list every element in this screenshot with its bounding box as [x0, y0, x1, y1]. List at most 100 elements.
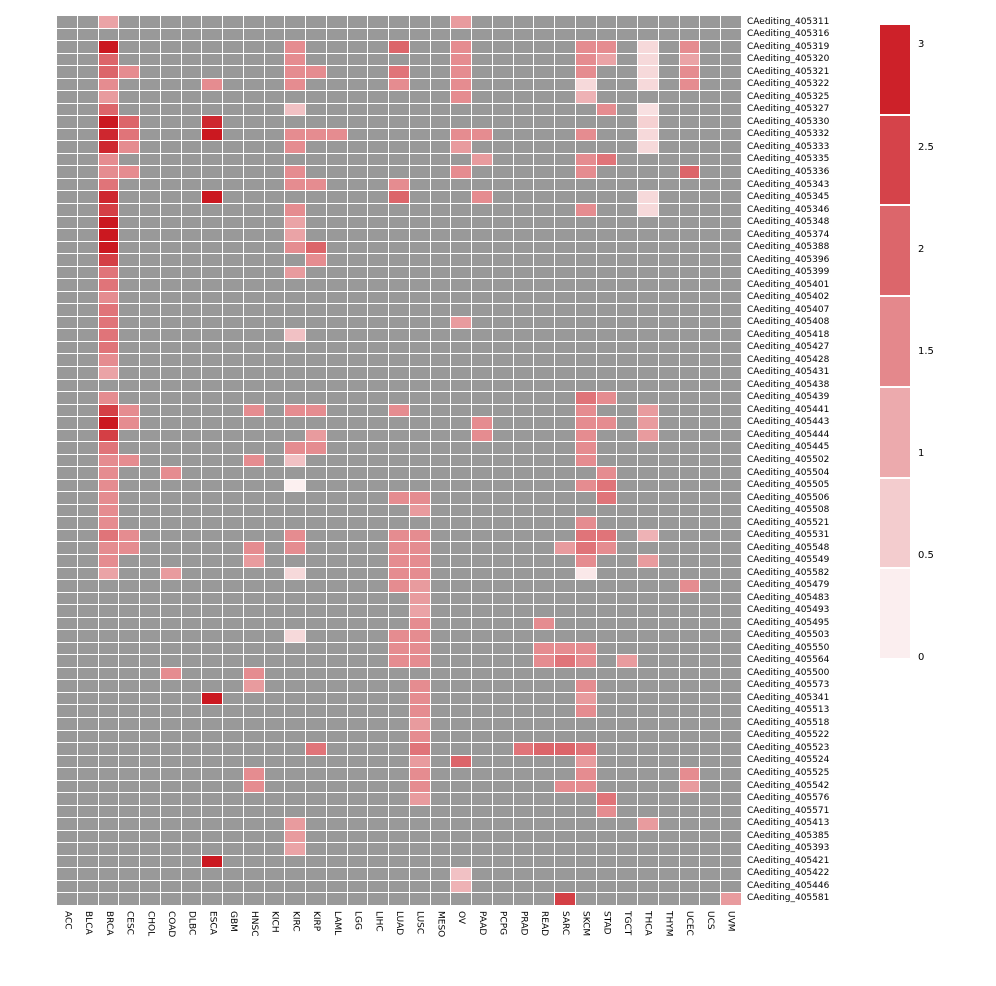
heatmap-cell — [98, 291, 119, 304]
heatmap-cell — [575, 868, 596, 880]
heatmap-cell — [98, 793, 119, 805]
row-label: CAediting_405582 — [747, 567, 830, 578]
heatmap-cell — [658, 53, 679, 66]
heatmap-cell — [409, 492, 430, 504]
heatmap-cell — [430, 567, 451, 580]
heatmap-cell — [596, 467, 617, 479]
heatmap-cell — [409, 66, 430, 78]
heatmap-cell — [140, 204, 160, 216]
heatmap-cell — [243, 178, 264, 191]
heatmap-cell — [264, 291, 285, 304]
heatmap-cell — [596, 492, 617, 504]
heatmap-cell — [617, 304, 638, 316]
heatmap-cell — [347, 128, 368, 141]
heatmap-cell — [575, 605, 596, 617]
heatmap-cell — [98, 341, 119, 354]
heatmap-cell — [513, 830, 534, 843]
heatmap-cell — [721, 517, 741, 529]
heatmap-cell — [513, 166, 534, 178]
heatmap-cell — [77, 304, 98, 316]
heatmap-cell — [534, 379, 555, 392]
heatmap-cell — [326, 254, 347, 266]
heatmap-cell — [472, 655, 492, 667]
heatmap-cell — [264, 316, 285, 329]
heatmap-cell — [617, 254, 638, 266]
heatmap-cell — [347, 454, 368, 467]
heatmap-cell — [451, 28, 472, 41]
heatmap-cell — [77, 204, 98, 216]
heatmap-cell — [679, 128, 700, 141]
heatmap-cell — [119, 743, 140, 755]
heatmap-cell — [596, 204, 617, 216]
heatmap-cell — [617, 279, 638, 291]
heatmap-cell — [492, 229, 513, 241]
heatmap-cell — [472, 479, 492, 492]
heatmap-cell — [285, 818, 306, 830]
heatmap-cell — [223, 241, 243, 254]
heatmap-cell — [326, 141, 347, 153]
heatmap-cell — [223, 492, 243, 504]
heatmap-cell — [472, 41, 492, 53]
heatmap-cell — [575, 655, 596, 667]
heatmap-cell — [534, 667, 555, 680]
heatmap-cell — [326, 830, 347, 843]
heatmap-cell — [638, 692, 658, 705]
heatmap-cell — [160, 755, 181, 768]
heatmap-cell — [57, 717, 77, 730]
heatmap-cell — [347, 517, 368, 529]
heatmap-cell — [389, 103, 409, 116]
heatmap-cell — [140, 793, 160, 805]
heatmap-cell — [223, 141, 243, 153]
heatmap-cell — [513, 893, 534, 905]
heatmap-cell — [492, 667, 513, 680]
heatmap-cell — [202, 103, 223, 116]
heatmap-cell — [409, 128, 430, 141]
heatmap-cell — [264, 329, 285, 341]
heatmap-cell — [596, 354, 617, 366]
column-label: PAAD — [476, 911, 487, 936]
heatmap-cell — [658, 592, 679, 605]
heatmap-cell — [700, 78, 721, 91]
heatmap-cell — [409, 41, 430, 53]
heatmap-cell — [596, 304, 617, 316]
heatmap-cell — [160, 254, 181, 266]
heatmap-cell — [700, 755, 721, 768]
heatmap-cell — [57, 417, 77, 429]
heatmap-cell — [368, 404, 389, 417]
heatmap-cell — [57, 354, 77, 366]
heatmap-cell — [555, 454, 575, 467]
heatmap-cell — [160, 617, 181, 630]
heatmap-cell — [326, 868, 347, 880]
heatmap-cell — [721, 16, 741, 28]
heatmap-cell — [202, 580, 223, 592]
heatmap-cell — [285, 103, 306, 116]
heatmap-cell — [181, 392, 202, 404]
heatmap-cell — [243, 743, 264, 755]
heatmap-cell — [140, 166, 160, 178]
heatmap-cell — [326, 429, 347, 442]
column-label: TGCT — [622, 911, 632, 936]
heatmap-cell — [555, 479, 575, 492]
heatmap-cell — [638, 354, 658, 366]
heatmap-cell — [389, 41, 409, 53]
heatmap-cell — [700, 392, 721, 404]
heatmap-cell — [721, 555, 741, 567]
heatmap-cell — [306, 216, 326, 229]
heatmap-cell — [451, 103, 472, 116]
heatmap-cell — [430, 492, 451, 504]
heatmap-cell — [534, 730, 555, 743]
heatmap-cell — [513, 392, 534, 404]
heatmap-cell — [140, 329, 160, 341]
heatmap-cell — [492, 291, 513, 304]
column-label: ACC — [62, 911, 73, 930]
heatmap-cell — [472, 768, 492, 780]
heatmap-cell — [575, 153, 596, 166]
heatmap-cell — [575, 467, 596, 479]
heatmap-cell — [596, 153, 617, 166]
heatmap-cell — [181, 41, 202, 53]
heatmap-cell — [223, 354, 243, 366]
heatmap-cell — [492, 580, 513, 592]
heatmap-cell — [617, 655, 638, 667]
column-label: LIHC — [373, 911, 384, 932]
heatmap-cell — [77, 341, 98, 354]
